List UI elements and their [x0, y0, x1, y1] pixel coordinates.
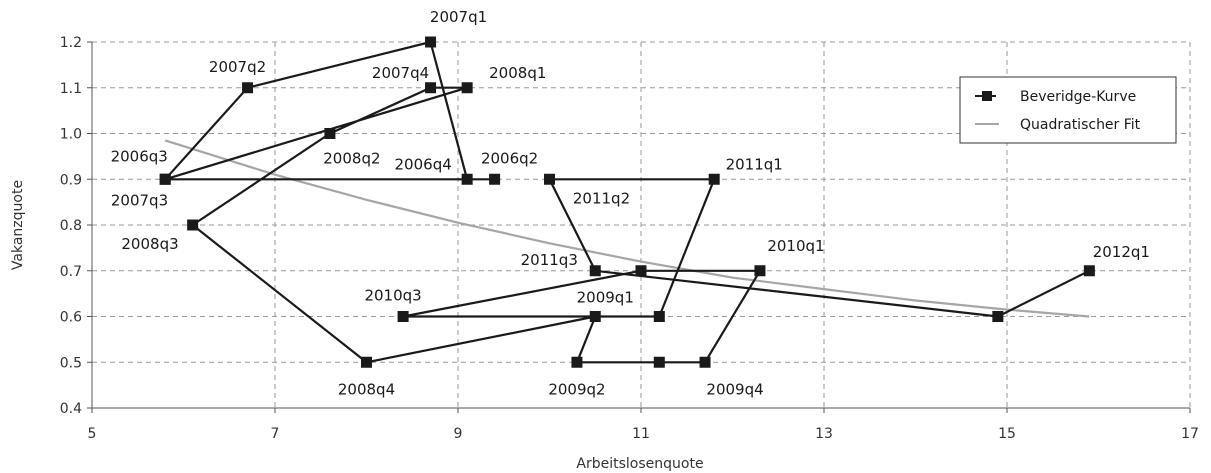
- x-tick-label: 9: [454, 426, 463, 442]
- point-labels: 2007q1 2007q2 2007q4 2008q1 2006q3 2008q2 2006…: [111, 8, 1150, 398]
- point-label-2009q4: 2009q4: [706, 380, 763, 398]
- data-point-2008q1: [425, 82, 437, 94]
- point-label-2008q1: 2008q1: [489, 64, 546, 82]
- point-label-2008q3: 2008q3: [121, 235, 178, 253]
- quadratic-fit-line: [164, 139, 1090, 318]
- y-tick-label: 0.8: [60, 218, 82, 234]
- point-label-2006q3: 2006q3: [111, 147, 168, 165]
- data-point-2011q1: [708, 173, 720, 185]
- point-label-2006q2: 2006q2: [481, 149, 538, 167]
- legend-box: [959, 76, 1177, 144]
- data-point-2009q2: [571, 356, 583, 368]
- point-label-2011q1: 2011q1: [726, 155, 783, 173]
- data-point-2009q3: [653, 356, 665, 368]
- legend: Beveridge-Kurve Quadratischer Fit: [959, 76, 1177, 144]
- data-point-2008q4: [361, 356, 372, 368]
- data-point-2012q1: [1083, 265, 1095, 277]
- y-tick-label: 0.4: [60, 401, 82, 417]
- point-label-2008q4: 2008q4: [338, 380, 395, 398]
- legend-item-beveridge: Beveridge-Kurve: [975, 89, 1136, 105]
- quadratic-fit-layer: [164, 139, 1090, 318]
- legend-item-fit: Quadratischer Fit: [975, 117, 1141, 133]
- point-label-2010q1: 2010q1: [767, 237, 824, 255]
- beveridge-curve-line: [164, 40, 1090, 364]
- point-label-2006q4: 2006q4: [395, 155, 452, 173]
- x-tick-label: 17: [1181, 426, 1199, 442]
- legend-label-fit: Quadratischer Fit: [1020, 117, 1141, 133]
- data-point-2006q4: [461, 173, 473, 185]
- data-point-2009q4: [699, 356, 711, 368]
- y-tick-label: 0.9: [60, 172, 82, 188]
- y-axis-title: Vakanzquote: [10, 180, 26, 270]
- data-point-2010q2: [635, 265, 647, 277]
- data-point-2010q1: [754, 265, 766, 277]
- x-tick-label: 7: [271, 426, 280, 442]
- point-label-2007q1: 2007q1: [430, 8, 487, 26]
- data-point-2007q4: [461, 82, 473, 94]
- data-point-2011q3: [589, 265, 601, 277]
- y-tick-label: 1.1: [60, 81, 82, 97]
- x-tick-label: 11: [632, 426, 650, 442]
- axes: 0.4 0.5 0.6 0.7 0.8 0.9 1.0 1.1 1.2 5 7 9 11 13 15 17: [60, 35, 1199, 442]
- x-tick-label: 13: [815, 426, 833, 442]
- data-point-2008q2: [324, 128, 336, 139]
- x-tick-label: 5: [88, 426, 97, 442]
- legend-label-beveridge: Beveridge-Kurve: [1020, 89, 1136, 105]
- point-label-2008q2: 2008q2: [323, 150, 380, 168]
- data-point-2010q3: [397, 311, 409, 322]
- data-point-2009q1: [589, 311, 601, 322]
- y-tick-label: 0.5: [60, 355, 82, 371]
- point-label-2011q3: 2011q3: [521, 251, 578, 269]
- point-label-2010q3: 2010q3: [364, 287, 421, 305]
- y-tick-label: 1.2: [60, 35, 82, 51]
- point-label-2007q2: 2007q2: [209, 58, 266, 76]
- point-label-2007q3: 2007q3: [111, 191, 168, 209]
- data-point-2007q1: [425, 36, 437, 48]
- point-label-2009q1: 2009q1: [577, 289, 634, 307]
- point-label-2012q1: 2012q1: [1093, 243, 1150, 261]
- y-tick-label: 0.6: [60, 310, 82, 326]
- y-tick-label: 0.7: [60, 264, 82, 280]
- x-tick-label: 15: [998, 426, 1016, 442]
- data-point-2008q3: [187, 219, 199, 231]
- point-label-2009q2: 2009q2: [548, 380, 605, 398]
- point-label-2007q4: 2007q4: [372, 64, 429, 82]
- data-point-2007q3: [159, 173, 171, 185]
- data-point-2011q2: [544, 173, 555, 185]
- data-point-2011q4: [992, 311, 1004, 322]
- data-point-2010q4: [653, 311, 665, 322]
- data-point-2006q2: [489, 173, 501, 185]
- beveridge-curve-layer: [159, 36, 1095, 368]
- x-axis-title: Arbeitslosenquote: [576, 456, 703, 472]
- point-label-2011q2: 2011q2: [573, 189, 630, 207]
- y-tick-label: 1.0: [60, 127, 82, 143]
- data-point-2007q2: [242, 82, 254, 94]
